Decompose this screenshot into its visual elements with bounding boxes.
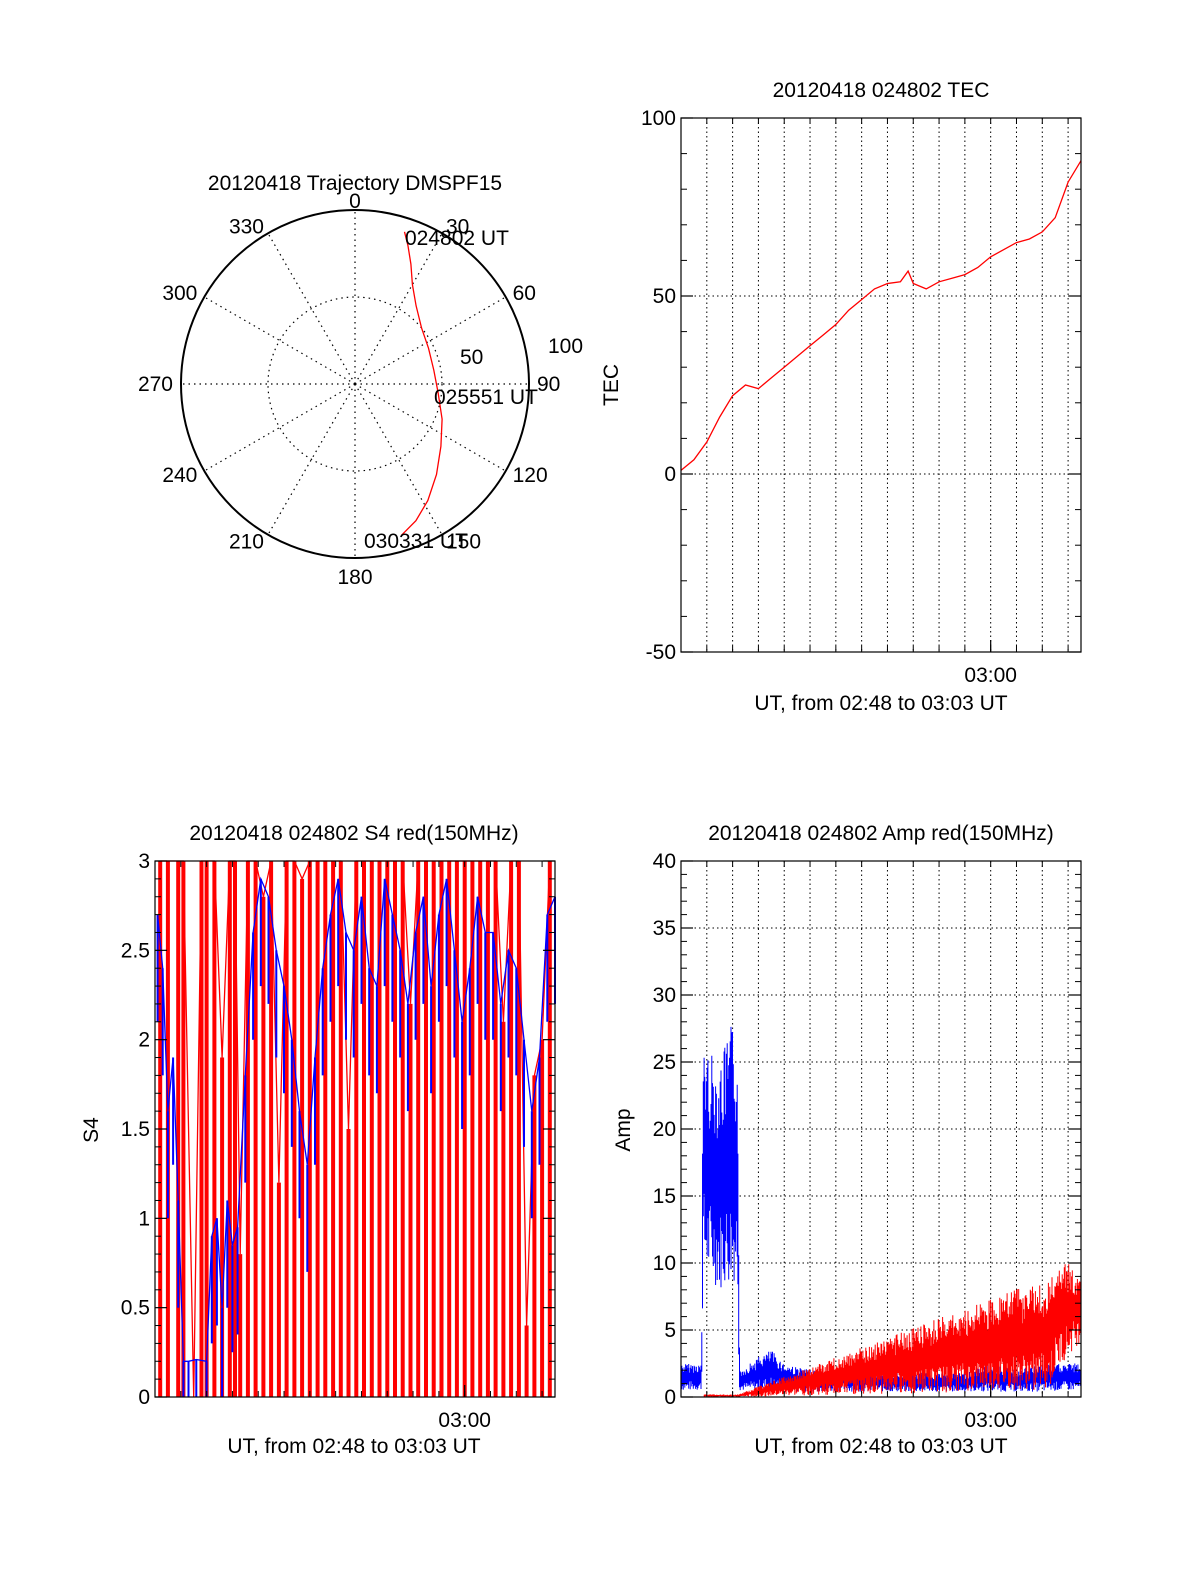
polar-radius-label: 100 — [548, 335, 583, 358]
polar-angle-label: 330 — [229, 215, 264, 238]
tec-frame — [680, 117, 1082, 653]
s4-ticks: 0 0.5 1 1.5 2 2.5 3 03:00 — [121, 850, 555, 1432]
polar-angle-label: 30 — [446, 215, 469, 238]
y-tick-label: 40 — [653, 850, 676, 873]
amp-panel: 20120418 024802 Amp red(150MHz) 0 5 10 15 20… — [612, 822, 1082, 1458]
polar-angle-label: 270 — [138, 373, 173, 396]
polar-angle-label: 180 — [337, 566, 372, 589]
y-tick-label: 100 — [641, 107, 676, 130]
trajectory-title: 20120418 Trajectory DMSPF15 — [208, 172, 502, 195]
y-tick-label: 30 — [653, 984, 676, 1007]
polar-angle-label: 300 — [162, 282, 197, 305]
y-tick-label: 10 — [653, 1252, 676, 1275]
tec-ticks: -50 0 50 100 03:00 — [641, 107, 1081, 687]
y-tick-label: 20 — [653, 1118, 676, 1141]
blue-series-line — [156, 876, 556, 1363]
amp-ticks: 0 5 10 15 20 25 30 35 40 03:00 — [653, 850, 1081, 1432]
y-tick-label: 25 — [653, 1051, 676, 1074]
track-mid-label: 025551 UT — [434, 386, 538, 409]
polar-angle-label: 210 — [229, 531, 264, 554]
s4-series — [156, 860, 556, 1398]
polar-spoke — [354, 296, 506, 385]
amp-xlabel: UT, from 02:48 to 03:03 UT — [754, 1435, 1007, 1458]
y-tick-label: 35 — [653, 917, 676, 940]
track-end-label: 030331 UT — [364, 530, 468, 553]
polar-angle-label: 0 — [349, 190, 361, 213]
amp-title: 20120418 024802 Amp red(150MHz) — [708, 822, 1054, 845]
polar-angle-label: 150 — [446, 531, 481, 554]
y-tick-label: 0 — [664, 1386, 676, 1409]
y-tick-label: 50 — [653, 285, 676, 308]
s4-panel: 20120418 024802 S4 red(150MHz) 0 0.5 1 1.5 2… — [80, 822, 556, 1458]
polar-angle-label: 240 — [162, 464, 197, 487]
y-tick-label: 2 — [138, 1029, 150, 1052]
y-tick-label: -50 — [646, 641, 676, 664]
x-tick-label: 03:00 — [438, 1409, 491, 1432]
polar-radius-label: 50 — [460, 346, 483, 369]
polar-track — [400, 231, 443, 536]
polar-labels: 0 30 60 90 120 150 180 210 240 270 300 330 50 100 — [138, 190, 583, 589]
amp-ylabel: Amp — [612, 1108, 635, 1151]
y-tick-label: 5 — [664, 1319, 676, 1342]
tec-ylabel: TEC — [600, 364, 623, 406]
tec-grid — [681, 118, 1081, 652]
polar-spoke — [204, 296, 356, 385]
y-tick-label: 15 — [653, 1185, 676, 1208]
polar-spoke — [267, 233, 356, 385]
x-tick-label: 03:00 — [964, 1409, 1017, 1432]
polar-spoke — [204, 383, 356, 472]
s4-ylabel: S4 — [80, 1117, 103, 1143]
red-series-band — [703, 1264, 1082, 1397]
polar-inner-ring — [267, 296, 443, 472]
s4-title: 20120418 024802 S4 red(150MHz) — [189, 822, 518, 845]
polar-outer-ring — [180, 209, 530, 559]
tec-series — [680, 160, 1082, 471]
amp-series — [680, 1026, 1082, 1397]
s4-xlabel: UT, from 02:48 to 03:03 UT — [227, 1435, 480, 1458]
polar-spoke — [267, 383, 356, 535]
y-tick-label: 3 — [138, 850, 150, 873]
y-tick-label: 0 — [664, 463, 676, 486]
y-tick-label: 1 — [138, 1207, 150, 1230]
polar-angle-label: 90 — [537, 373, 560, 396]
polar-angle-label: 60 — [513, 282, 536, 305]
trajectory-track — [400, 231, 443, 536]
polar-angle-label: 120 — [513, 464, 548, 487]
polar-spoke — [354, 383, 443, 535]
red-series-line — [680, 160, 1082, 471]
tec-xlabel: UT, from 02:48 to 03:03 UT — [754, 692, 1007, 715]
y-tick-label: 0 — [138, 1386, 150, 1409]
polar-spoke — [354, 383, 506, 472]
y-tick-label: 0.5 — [121, 1297, 150, 1320]
y-tick-label: 1.5 — [121, 1118, 150, 1141]
polar-grid — [180, 209, 530, 559]
trajectory-panel: 20120418 Trajectory DMSPF15 0 30 60 90 120 15… — [138, 172, 583, 589]
track-start-label: 024802 UT — [405, 227, 509, 250]
tec-title: 20120418 024802 TEC — [773, 79, 990, 102]
tec-panel: 20120418 024802 TEC -50 0 50 100 03:00 UT, f… — [600, 79, 1082, 715]
x-tick-label: 03:00 — [964, 664, 1017, 687]
y-tick-label: 2.5 — [121, 939, 150, 962]
polar-spoke — [354, 233, 443, 385]
